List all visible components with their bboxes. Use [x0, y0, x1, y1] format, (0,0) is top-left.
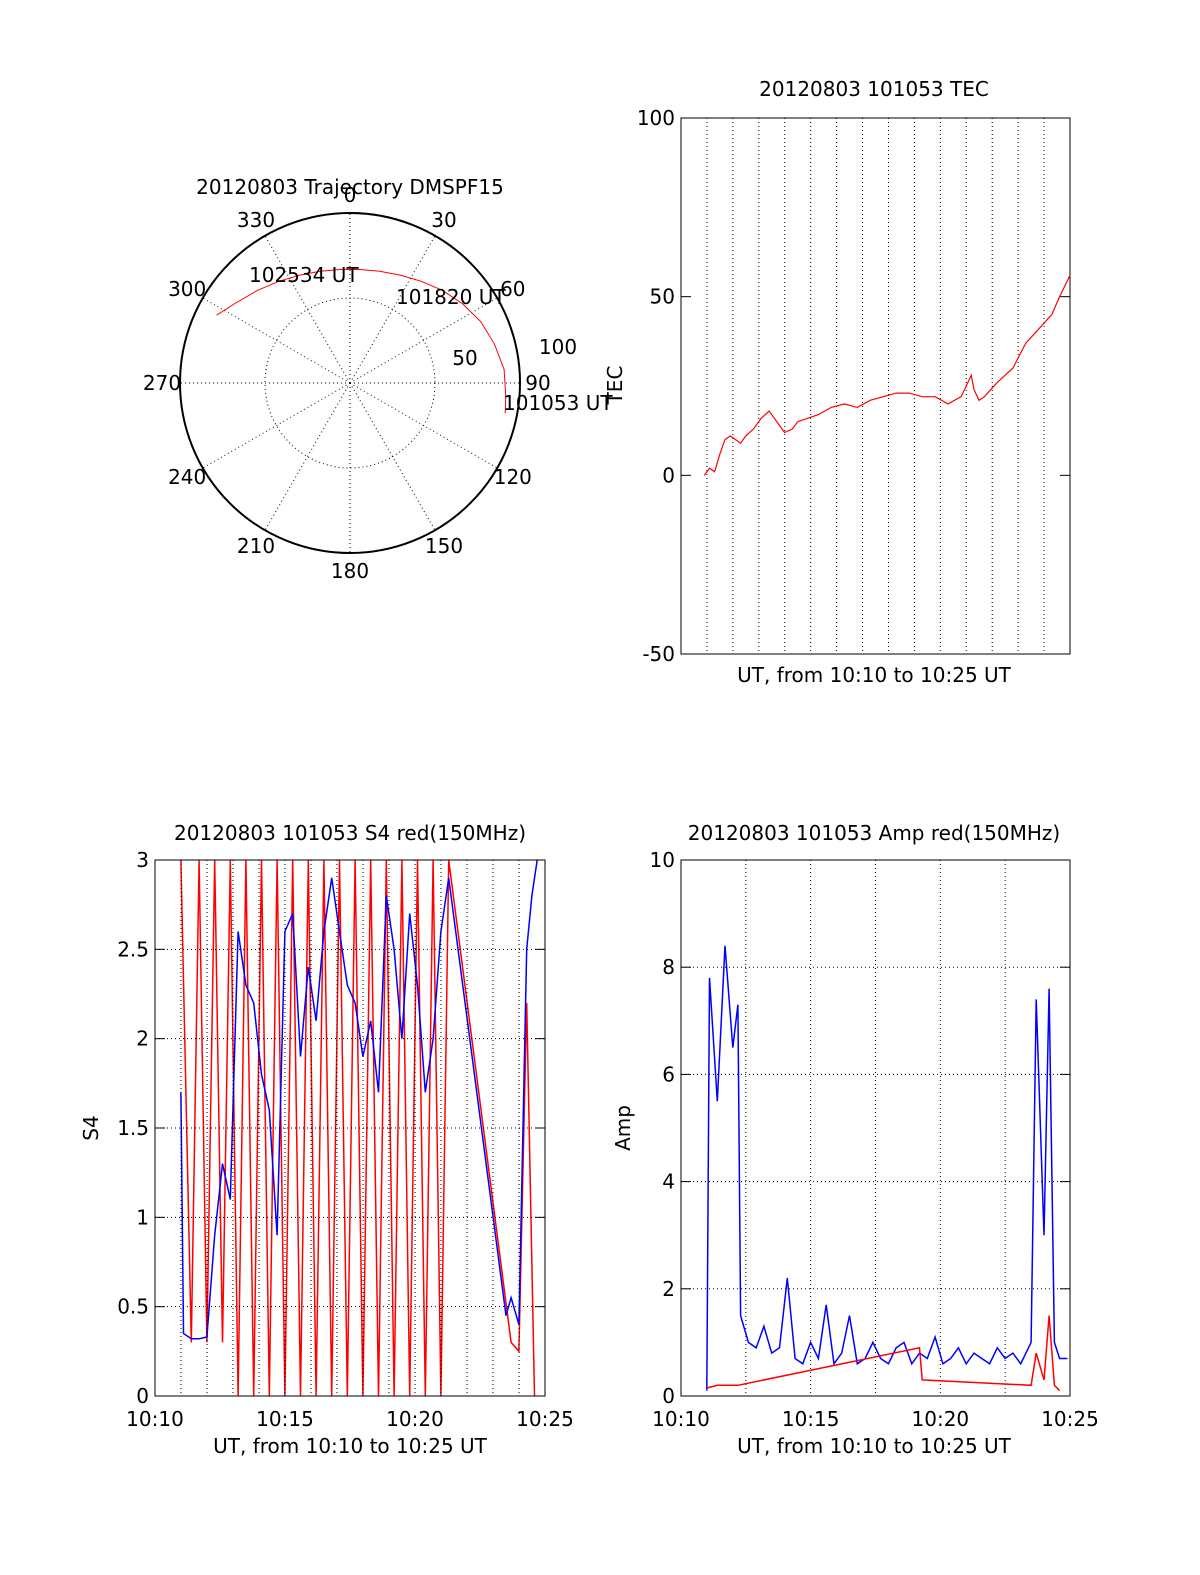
amp-title: 20120803 101053 Amp red(150MHz): [688, 821, 1060, 845]
y-tick-label: 3: [136, 848, 149, 872]
polar-azimuth-label: 240: [168, 465, 206, 489]
tec-series: [703, 274, 1071, 476]
polar-azimuth-label: 30: [431, 208, 456, 232]
polar-spoke-210: [264, 382, 351, 531]
polar-spoke-330: [264, 235, 351, 384]
s4-x-ticks: 10:10 10:15 10:20 10:25: [126, 1407, 574, 1431]
polar-outer-circle: [179, 212, 521, 554]
y-tick-label: 10: [650, 848, 675, 872]
s4-title: 20120803 101053 S4 red(150MHz): [174, 821, 526, 845]
polar-azimuth-label: 90: [525, 371, 550, 395]
y-tick-label: 6: [662, 1062, 675, 1086]
polar-azimuth-label: 60: [500, 277, 525, 301]
tec-y-label: TEC: [603, 366, 627, 406]
s4-y-ticks: 3 2.5 2 1.5 1 0.5 0: [117, 848, 545, 1408]
s4-plot: 20120803 101053 S4 red(150MHz) 3 2.5 2 1.5 1…: [79, 821, 574, 1458]
x-tick-label: 10:10: [126, 1407, 184, 1431]
y-tick-label: 1.5: [117, 1116, 149, 1140]
polar-title: 20120803 Trajectory DMSPF15: [196, 175, 504, 199]
polar-time-label-end: 101053 UT: [503, 391, 613, 415]
polar-azimuth-label: 300: [168, 277, 206, 301]
polar-grid: [180, 213, 520, 553]
amp-x-label: UT, from 10:10 to 10:25 UT: [737, 1434, 1012, 1458]
y-tick-label: 2: [662, 1277, 675, 1301]
polar-spoke-240: [202, 382, 351, 469]
polar-time-label-mid: 101820 UT: [396, 285, 506, 309]
polar-trajectory-line: [216, 269, 507, 414]
polar-spoke-30: [349, 235, 436, 384]
series-line-0: [706, 945, 1068, 1391]
x-tick-label: 10:15: [256, 1407, 314, 1431]
polar-ring-label-100: 100: [539, 335, 577, 359]
y-tick-label: 8: [662, 955, 675, 979]
polar-azimuth-label: 330: [237, 208, 275, 232]
polar-trajectory-plot: 20120803 Trajectory DMSPF15 0 30 60 90 120 15…: [143, 175, 613, 583]
amp-grid: [681, 860, 1070, 1396]
polar-azimuth-label: 180: [331, 559, 369, 583]
amp-y-label: Amp: [611, 1105, 635, 1151]
series-line-1: [706, 1315, 1061, 1392]
tec-y-ticks: 100 50 0 -50: [637, 106, 1070, 666]
tec-x-label: UT, from 10:10 to 10:25 UT: [737, 663, 1012, 687]
s4-grid: [155, 860, 545, 1396]
y-tick-label: 1: [136, 1205, 149, 1229]
polar-ring-label-50: 50: [452, 346, 477, 370]
x-tick-label: 10:20: [912, 1407, 970, 1431]
amp-plot: 20120803 101053 Amp red(150MHz) 1086420 …: [611, 821, 1099, 1458]
y-tick-label: 0: [662, 463, 675, 487]
amp-x-ticks: 10:10 10:15 10:20 10:25: [652, 1407, 1099, 1431]
x-tick-label: 10:20: [386, 1407, 444, 1431]
x-tick-label: 10:10: [652, 1407, 710, 1431]
x-tick-label: 10:25: [516, 1407, 574, 1431]
polar-time-label-start: 102534 UT: [249, 263, 359, 287]
y-tick-label: 0: [662, 1384, 675, 1408]
y-tick-label: 2.5: [117, 937, 149, 961]
y-tick-label: 4: [662, 1170, 675, 1194]
series-line-1: [180, 859, 538, 1340]
polar-spoke-300: [202, 297, 351, 384]
polar-azimuth-labels: 0 30 60 90 120 150 180 210 240 270 300 330: [143, 183, 551, 583]
polar-spoke-150: [349, 382, 436, 531]
series-line-0: [703, 274, 1071, 476]
x-tick-label: 10:15: [782, 1407, 840, 1431]
tec-axes-box: [680, 117, 1071, 655]
amp-axes-box: [680, 859, 1071, 1397]
polar-spoke-60: [349, 297, 498, 384]
y-tick-label: -50: [642, 642, 675, 666]
tec-plot: 20120803 101053 TEC 100 50 0 -50 TEC UT, fr…: [603, 77, 1071, 687]
polar-azimuth-label: 210: [237, 534, 275, 558]
y-tick-label: 0.5: [117, 1295, 149, 1319]
amp-series: [706, 945, 1068, 1392]
tec-title: 20120803 101053 TEC: [759, 77, 989, 101]
polar-azimuth-label: 120: [494, 465, 532, 489]
y-tick-label: 50: [650, 285, 675, 309]
x-tick-label: 10:25: [1041, 1407, 1099, 1431]
polar-azimuth-label: 270: [143, 371, 181, 395]
polar-azimuth-label: 150: [425, 534, 463, 558]
amp-y-ticks: 10 8 6 4 2 0: [650, 848, 1070, 1408]
polar-azimuth-label: 0: [344, 183, 357, 207]
polar-spoke-120: [349, 382, 498, 469]
s4-x-label: UT, from 10:10 to 10:25 UT: [213, 1434, 488, 1458]
y-tick-label: 100: [637, 106, 675, 130]
s4-y-label: S4: [79, 1115, 103, 1140]
y-tick-label: 0: [136, 1384, 149, 1408]
y-tick-label: 2: [136, 1027, 149, 1051]
